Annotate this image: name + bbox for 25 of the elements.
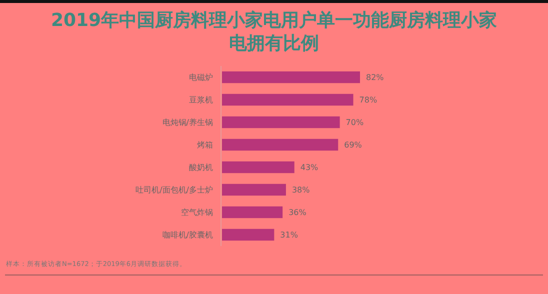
y-tick-label: 咖啡机/胶囊机 xyxy=(162,230,213,240)
y-tick-label: 电炖锅/养生锅 xyxy=(162,118,213,127)
chart-title: 2019年中国厨房料理小家电用户单一功能厨房料理小家电拥有比例 xyxy=(50,10,498,54)
y-tick-label: 电磁炉 xyxy=(189,72,213,82)
bar xyxy=(222,161,294,174)
data-label: 78% xyxy=(359,96,378,105)
y-tick-label: 空气炸锅 xyxy=(181,208,213,217)
y-tick-label: 酸奶机 xyxy=(189,162,213,172)
bar xyxy=(222,184,286,196)
data-label: 36% xyxy=(288,208,307,218)
bar xyxy=(222,228,274,241)
data-label: 70% xyxy=(346,118,364,128)
bar xyxy=(222,138,338,151)
data-label: 38% xyxy=(292,186,310,195)
y-tick-label: 吐司机/面包机/多士炉 xyxy=(136,185,213,194)
data-label: 69% xyxy=(344,140,362,150)
data-label: 31% xyxy=(280,230,298,240)
bar xyxy=(222,71,360,84)
data-label: 82% xyxy=(366,73,384,82)
data-label: 43% xyxy=(300,163,319,172)
y-tick-label: 豆浆机 xyxy=(189,95,213,104)
bar xyxy=(222,116,340,128)
y-tick-label: 烤箱 xyxy=(197,140,213,150)
bar xyxy=(222,206,283,218)
bar xyxy=(222,94,354,106)
